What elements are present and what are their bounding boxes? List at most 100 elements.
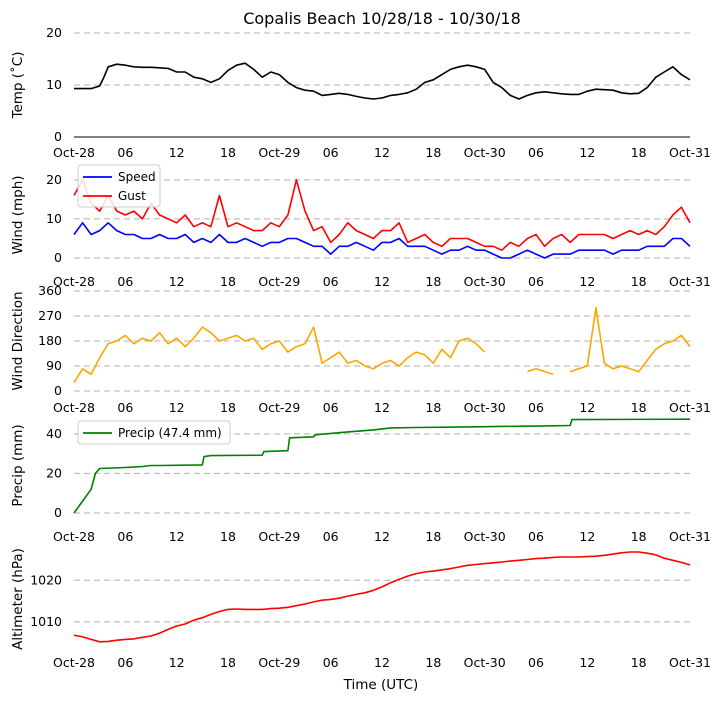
x-tick-label: Oct-30 xyxy=(464,274,506,289)
x-tick-label: 18 xyxy=(631,400,647,415)
x-tick-label: 06 xyxy=(528,145,544,160)
series-line-wind_speed-speed xyxy=(73,222,691,259)
y-tick-label: 40 xyxy=(46,426,62,441)
y-tick-label: 0 xyxy=(54,383,62,398)
x-tick-label: 06 xyxy=(323,655,339,670)
y-tick-label: 270 xyxy=(38,308,62,323)
x-tick-label: 12 xyxy=(169,145,185,160)
x-tick-label: Oct-31 xyxy=(669,655,711,670)
y-tick-label: 0 xyxy=(54,129,62,144)
chart-title: Copalis Beach 10/28/18 - 10/30/18 xyxy=(243,9,521,28)
x-tick-label: 12 xyxy=(374,655,390,670)
y-axis-label-wind_direction: Wind Direction xyxy=(10,291,26,390)
x-tick-label: 06 xyxy=(528,655,544,670)
y-tick-label: 10 xyxy=(46,77,62,92)
x-tick-label: 18 xyxy=(631,145,647,160)
x-tick-label: Oct-29 xyxy=(258,145,300,160)
x-tick-label: 18 xyxy=(631,655,647,670)
x-tick-label: 18 xyxy=(425,529,441,544)
y-tick-label: 20 xyxy=(46,172,62,187)
series-line-temperature-temp xyxy=(74,62,691,100)
x-tick-label: Oct-29 xyxy=(258,655,300,670)
panel-wind_speed: 0 10 20 Wind (mph) Oct-28 06 12 18 Oct-29 06 12 18 O… xyxy=(10,164,711,289)
x-tick-label: Oct-31 xyxy=(669,274,711,289)
x-tick-label: 06 xyxy=(117,145,133,160)
x-tick-label: 12 xyxy=(374,274,390,289)
y-tick-label: 0 xyxy=(54,505,62,520)
x-tick-label: Oct-31 xyxy=(669,145,711,160)
x-tick-label: 12 xyxy=(374,400,390,415)
x-tick-label: 06 xyxy=(528,400,544,415)
x-tick-label: Oct-29 xyxy=(258,529,300,544)
y-axis-label-altimeter: Altimeter (hPa) xyxy=(10,548,26,650)
x-tick-label: Oct-28 xyxy=(53,529,95,544)
series-line-wind_direction-direction xyxy=(73,306,691,384)
legend-label: Precip (47.4 mm) xyxy=(118,426,222,440)
legend-label: Speed xyxy=(118,170,156,184)
x-tick-label: 18 xyxy=(425,145,441,160)
x-tick-label: 06 xyxy=(323,274,339,289)
panel-precipitation: 0 20 40 Precip (mm) Oct-28 06 12 18 Oct-29 06 12 18… xyxy=(10,418,711,544)
x-tick-label: 18 xyxy=(220,274,236,289)
y-tick-label: 0 xyxy=(54,250,62,265)
legend-box-precipitation xyxy=(77,420,231,445)
series-line-altimeter-altimeter xyxy=(73,551,691,643)
x-tick-label: 12 xyxy=(169,274,185,289)
x-tick-label: Oct-31 xyxy=(669,529,711,544)
x-tick-label: Oct-30 xyxy=(464,400,506,415)
y-tick-label: 360 xyxy=(38,283,62,298)
x-tick-label: Oct-29 xyxy=(258,400,300,415)
x-tick-label: 06 xyxy=(323,145,339,160)
x-tick-label: Oct-28 xyxy=(53,145,95,160)
x-tick-label: 18 xyxy=(425,655,441,670)
y-tick-label: 1020 xyxy=(30,572,62,587)
legend-label: Gust xyxy=(118,189,146,203)
x-tick-label: 06 xyxy=(323,400,339,415)
x-tick-label: 12 xyxy=(169,655,185,670)
x-tick-label: Oct-31 xyxy=(669,400,711,415)
x-tick-label: 06 xyxy=(528,529,544,544)
x-tick-label: 06 xyxy=(117,529,133,544)
x-tick-label: 06 xyxy=(117,655,133,670)
y-axis-label-precipitation: Precip (mm) xyxy=(10,424,26,506)
x-tick-label: 12 xyxy=(579,400,595,415)
y-axis-label-wind_speed: Wind (mph) xyxy=(10,175,26,254)
y-tick-label: 90 xyxy=(46,358,62,373)
x-tick-label: 18 xyxy=(220,400,236,415)
x-tick-label: Oct-28 xyxy=(53,655,95,670)
x-tick-label: 06 xyxy=(117,274,133,289)
x-tick-label: 12 xyxy=(579,655,595,670)
x-tick-label: 12 xyxy=(579,529,595,544)
x-tick-label: Oct-30 xyxy=(464,655,506,670)
x-tick-label: 06 xyxy=(528,274,544,289)
series-line-wind_speed-gust xyxy=(73,179,691,251)
y-tick-label: 1010 xyxy=(30,614,62,629)
y-tick-label: 10 xyxy=(46,211,62,226)
y-tick-label: 20 xyxy=(46,465,62,480)
x-tick-label: Oct-30 xyxy=(464,529,506,544)
x-tick-label: 18 xyxy=(425,274,441,289)
x-tick-label: 06 xyxy=(323,529,339,544)
x-tick-label: 12 xyxy=(374,145,390,160)
x-tick-label: 12 xyxy=(374,529,390,544)
x-tick-label: Oct-29 xyxy=(258,274,300,289)
x-tick-label: Oct-28 xyxy=(53,400,95,415)
x-axis-label: Time (UTC) xyxy=(343,677,419,693)
x-tick-label: 06 xyxy=(117,400,133,415)
x-tick-label: 12 xyxy=(579,145,595,160)
x-tick-label: 12 xyxy=(579,274,595,289)
panel-altimeter: 1010 1020 Altimeter (hPa) Oct-28 06 12 18 Oct-2… xyxy=(10,548,711,670)
y-tick-label: 20 xyxy=(46,25,62,40)
x-tick-label: 18 xyxy=(220,529,236,544)
x-tick-label: 12 xyxy=(169,400,185,415)
panel-wind_direction: 0 90 180 270 360 Wind Direction Oct-28 06 12 18 Oc… xyxy=(10,283,711,415)
series-line-precipitation-precip xyxy=(73,418,691,514)
y-axis-label-temperature: Temp (˚C) xyxy=(9,52,26,120)
x-tick-label: 18 xyxy=(631,274,647,289)
x-tick-label: Oct-28 xyxy=(53,274,95,289)
x-tick-label: Oct-30 xyxy=(464,145,506,160)
x-tick-label: 18 xyxy=(220,655,236,670)
